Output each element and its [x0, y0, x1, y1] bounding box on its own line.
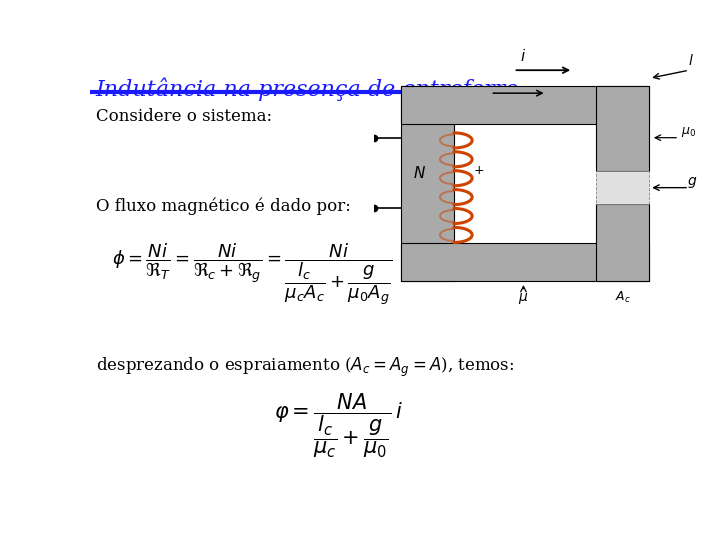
Text: $i$: $i$ — [520, 48, 526, 64]
Bar — [596, 86, 649, 172]
Text: $\phi = \dfrac{Ni}{\Re_T} = \dfrac{Ni}{\Re_c + \Re_g} = \dfrac{Ni}{\dfrac{l_c}{\: $\phi = \dfrac{Ni}{\Re_T} = \dfrac{Ni}{\… — [112, 241, 393, 307]
Text: $l$: $l$ — [688, 53, 693, 68]
Bar — [401, 243, 649, 281]
Text: O fluxo magnético é dado por:: O fluxo magnético é dado por: — [96, 198, 351, 215]
Text: $N$: $N$ — [413, 165, 426, 181]
Text: $g$: $g$ — [687, 175, 698, 190]
Bar — [596, 172, 649, 204]
Text: Indutância na presença de entreferro: Indutância na presença de entreferro — [96, 77, 519, 101]
Text: $A_c$: $A_c$ — [615, 290, 631, 305]
Bar — [401, 86, 649, 124]
Bar — [596, 204, 649, 281]
Text: $\varphi= \dfrac{NA}{\dfrac{l_c}{\mu_c}+\dfrac{g}{\mu_0}}\,i$: $\varphi= \dfrac{NA}{\dfrac{l_c}{\mu_c}+… — [274, 391, 403, 460]
Text: $\mu$: $\mu$ — [518, 291, 528, 306]
Text: $\mu_0$: $\mu_0$ — [681, 125, 697, 139]
Text: $+$: $+$ — [473, 164, 485, 177]
Text: desprezando o espraiamento ($A_c = A_g = A$), temos:: desprezando o espraiamento ($A_c = A_g =… — [96, 356, 514, 379]
Text: Considere o sistema:: Considere o sistema: — [96, 109, 271, 125]
Bar — [401, 86, 454, 281]
